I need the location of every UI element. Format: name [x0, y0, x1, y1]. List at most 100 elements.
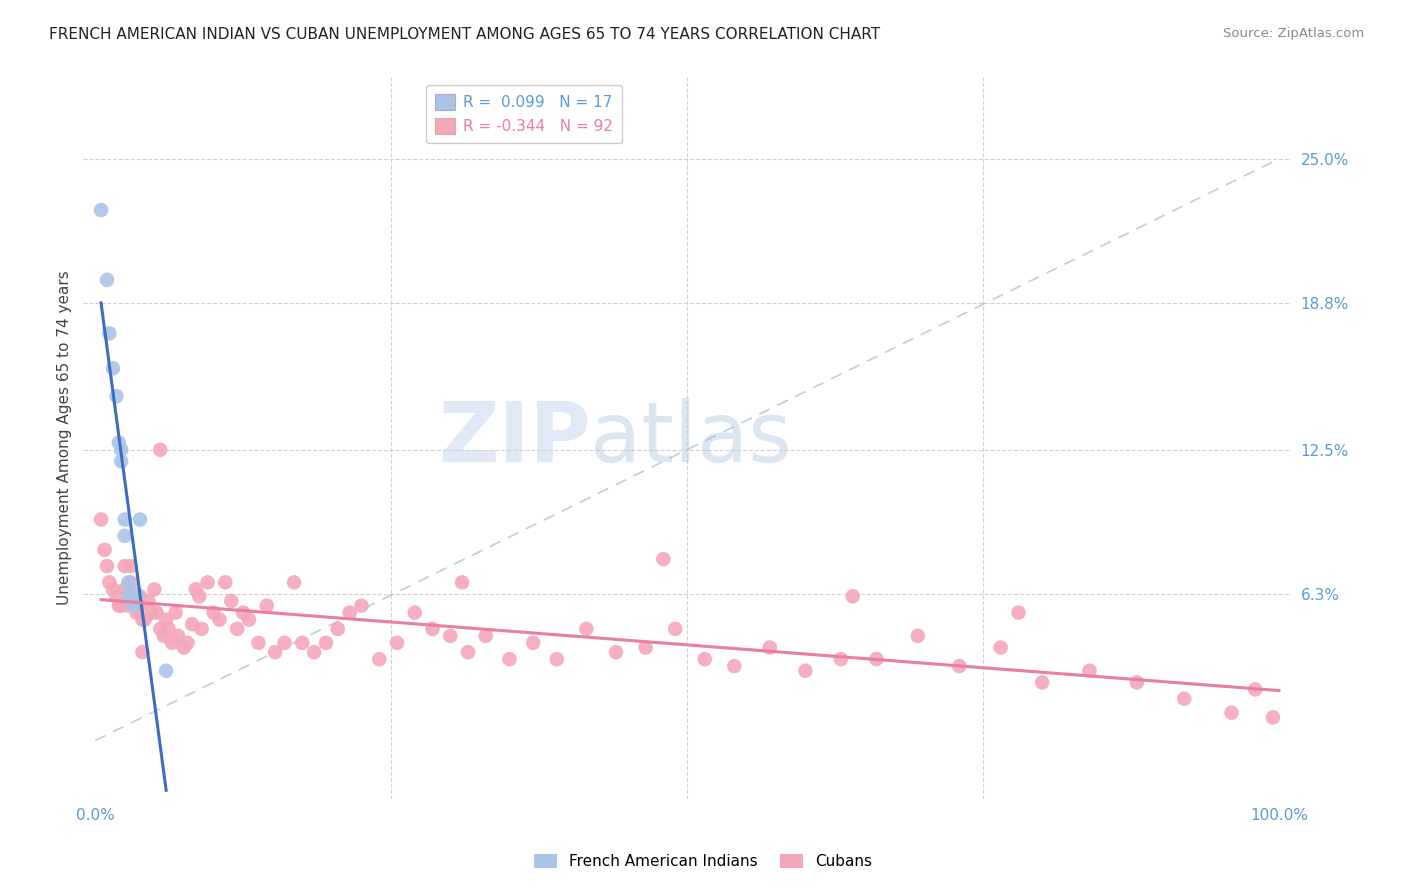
Point [131, 645, 153, 659]
Point [652, 552, 675, 566]
Point [152, 629, 174, 643]
Point [117, 599, 139, 613]
Text: atlas: atlas [591, 398, 792, 479]
Point [93, 542, 115, 557]
Point [546, 652, 568, 666]
Point [907, 629, 929, 643]
Point [1078, 664, 1101, 678]
Point [451, 575, 474, 590]
Point [759, 640, 782, 655]
Point [117, 590, 139, 604]
Point [219, 594, 242, 608]
Point [202, 606, 225, 620]
Point [238, 613, 260, 627]
Point [339, 606, 361, 620]
Point [439, 629, 461, 643]
Point [990, 640, 1012, 655]
Point [105, 389, 128, 403]
Point [1261, 710, 1284, 724]
Point [117, 594, 139, 608]
Point [1244, 682, 1267, 697]
Point [122, 590, 145, 604]
Point [165, 606, 187, 620]
Point [197, 575, 219, 590]
Point [1031, 675, 1053, 690]
Point [145, 606, 167, 620]
Point [98, 326, 121, 341]
Point [105, 590, 128, 604]
Point [326, 622, 349, 636]
Point [794, 664, 817, 678]
Point [120, 590, 142, 604]
Point [457, 645, 479, 659]
Point [107, 435, 129, 450]
Point [114, 559, 136, 574]
Point [283, 575, 305, 590]
Point [1173, 691, 1195, 706]
Point [160, 636, 183, 650]
Point [190, 622, 212, 636]
Point [129, 590, 152, 604]
Point [173, 640, 195, 655]
Point [125, 606, 148, 620]
Point [385, 636, 408, 650]
Point [114, 529, 136, 543]
Point [522, 636, 544, 650]
Point [256, 599, 278, 613]
Point [98, 575, 121, 590]
Point [122, 599, 145, 613]
Point [155, 664, 177, 678]
Point [605, 645, 627, 659]
Point [1007, 606, 1029, 620]
Point [107, 599, 129, 613]
Point [101, 582, 124, 597]
Point [634, 640, 657, 655]
Point [422, 622, 444, 636]
Point [247, 636, 270, 650]
Point [114, 512, 136, 526]
Point [865, 652, 887, 666]
Legend: French American Indians, Cubans: French American Indians, Cubans [527, 848, 879, 875]
Point [273, 636, 295, 650]
Point [129, 512, 152, 526]
Point [117, 575, 139, 590]
Point [149, 442, 172, 457]
Point [841, 590, 863, 604]
Point [302, 645, 325, 659]
Point [131, 613, 153, 627]
Point [232, 606, 254, 620]
Point [723, 659, 745, 673]
Point [101, 361, 124, 376]
Point [114, 582, 136, 597]
Point [149, 622, 172, 636]
Point [291, 636, 314, 650]
Point [120, 559, 142, 574]
Point [181, 617, 204, 632]
Point [167, 629, 190, 643]
Point [664, 622, 686, 636]
Point [96, 273, 118, 287]
Point [120, 575, 142, 590]
Point [125, 587, 148, 601]
Point [264, 645, 287, 659]
Point [129, 599, 152, 613]
Point [474, 629, 496, 643]
Point [315, 636, 337, 650]
Point [138, 594, 160, 608]
Point [143, 582, 166, 597]
Point [1126, 675, 1149, 690]
Point [226, 622, 249, 636]
Point [110, 599, 132, 613]
Point [155, 613, 177, 627]
Point [498, 652, 520, 666]
Point [830, 652, 852, 666]
Text: Source: ZipAtlas.com: Source: ZipAtlas.com [1223, 27, 1364, 40]
Point [575, 622, 598, 636]
Text: ZIP: ZIP [437, 398, 591, 479]
Point [96, 559, 118, 574]
Point [141, 606, 163, 620]
Point [214, 575, 236, 590]
Point [1220, 706, 1243, 720]
Y-axis label: Unemployment Among Ages 65 to 74 years: Unemployment Among Ages 65 to 74 years [58, 271, 72, 606]
Point [176, 636, 198, 650]
